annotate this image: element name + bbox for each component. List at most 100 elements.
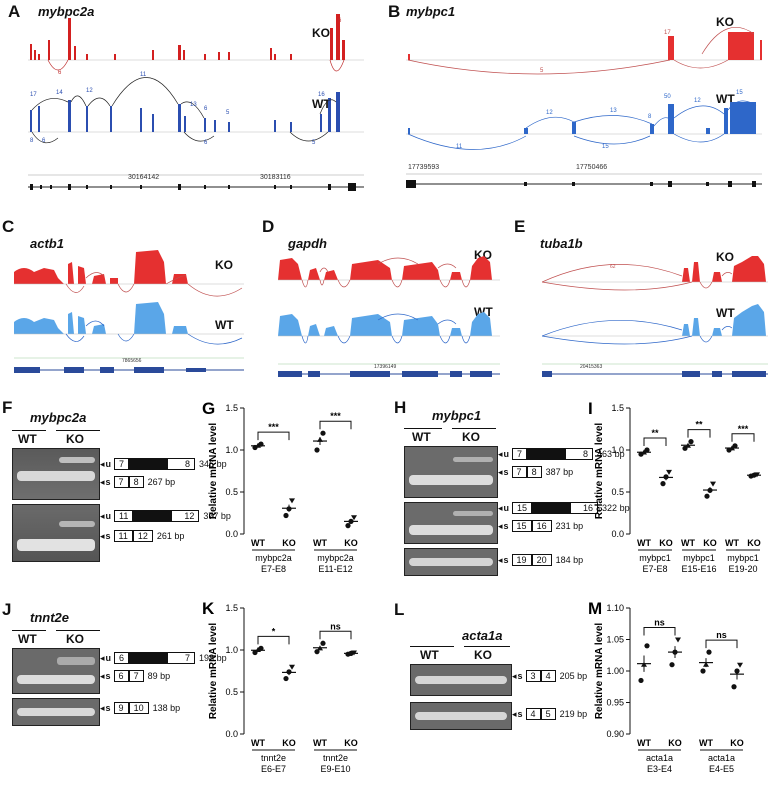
significance-bracket <box>687 429 711 438</box>
band-size: 231 bp <box>555 521 584 531</box>
svg-text:5: 5 <box>226 110 230 116</box>
group-sublabel: E15-E16 <box>681 564 716 574</box>
y-tick-label: 1.0 <box>225 445 238 455</box>
svg-text:6: 6 <box>42 138 46 144</box>
y-tick-label: 1.10 <box>606 603 624 613</box>
wt-lane-j: WT <box>18 632 37 646</box>
significance-label: ns <box>330 621 341 631</box>
data-point <box>289 664 295 670</box>
svg-text:8: 8 <box>648 114 652 120</box>
svg-text:6: 6 <box>338 18 342 24</box>
data-point <box>732 443 738 449</box>
x-tick-label: KO <box>344 738 358 748</box>
exon-box: 5 <box>540 708 556 720</box>
gene-name-c: actb1 <box>30 236 64 251</box>
data-point <box>283 512 289 519</box>
panel-label-j: J <box>2 600 12 619</box>
sashimi-plot-b: 5 17 12 13 8 50 12 15 11 15 17739593 17750466 <box>406 26 762 188</box>
panel-label-f: F <box>2 398 13 417</box>
data-point <box>703 661 709 667</box>
svg-text:11: 11 <box>140 72 147 78</box>
group-label: mybpc1 <box>727 553 759 563</box>
data-point <box>660 481 666 487</box>
data-point <box>258 645 264 651</box>
band-arrow-icon: ◂ <box>100 652 105 663</box>
wt-label-c: WT <box>215 318 234 332</box>
band-type: s <box>105 477 111 487</box>
band-type: s <box>503 555 509 565</box>
group-label: mybpc2a <box>317 553 354 563</box>
y-tick-label: 0.0 <box>225 529 238 539</box>
panel-label-l: L <box>394 600 405 619</box>
band-arrow-icon: ◂ <box>100 458 105 469</box>
data-point <box>289 498 295 504</box>
y-axis-label: Relative mRNA level <box>594 423 605 520</box>
gel-image-h2 <box>404 502 498 544</box>
y-tick-label: 1.0 <box>611 445 624 455</box>
data-point <box>669 662 675 668</box>
band-size: 377 bp <box>203 511 231 521</box>
data-point <box>672 649 678 655</box>
significance-label: ns <box>716 630 727 640</box>
x-tick-label: KO <box>282 538 296 548</box>
coord-b2: 17750466 <box>576 164 607 171</box>
gene-name-b: mybpc1 <box>406 4 456 19</box>
ko-lane-f: KO <box>66 432 84 446</box>
exon-box: 8 <box>526 466 542 478</box>
panel-label-k: K <box>202 599 215 618</box>
significance-label: ** <box>695 420 703 430</box>
band-s-3-4: ◂ s 3 4 205 bp <box>512 670 587 682</box>
exon-box: 8 <box>167 458 196 470</box>
exon-box: 12 <box>132 530 153 542</box>
wt-lane-l: WT <box>420 648 439 662</box>
significance-bracket <box>643 437 667 446</box>
x-tick-label: WT <box>637 738 651 748</box>
band-s-15-16: ◂ s 15 16 231 bp <box>498 520 583 532</box>
svg-text:15: 15 <box>736 90 743 96</box>
sashimi-plot-e: 62 20415363 <box>542 256 768 377</box>
exon-box: 7 <box>113 476 129 488</box>
group-label: mybpc1 <box>683 553 715 563</box>
exon-box: 11 <box>113 530 133 542</box>
band-s-6-7: ◂ s 6 7 89 bp <box>100 670 170 682</box>
exon-box: 20 <box>531 554 552 566</box>
panel-label-c: C <box>2 217 15 236</box>
data-point <box>704 493 710 499</box>
panel-label-m: M <box>588 599 602 618</box>
coord-e: 20415363 <box>580 364 602 370</box>
band-type: s <box>517 671 523 681</box>
panel-label-h: H <box>394 398 407 417</box>
exon-box: 15 <box>511 520 532 532</box>
chart-g: G Relative mRNA level 0.0 0.5 1.0 1.5 WT KO *** m… <box>202 399 358 574</box>
gene-name-l: acta1a <box>462 628 503 643</box>
group-sublabel: E19-20 <box>728 564 757 574</box>
gel-image-j1 <box>12 648 100 694</box>
svg-text:13: 13 <box>190 102 197 108</box>
data-point <box>286 669 292 675</box>
data-point <box>317 645 323 651</box>
data-point <box>283 675 289 682</box>
band-size: 261 bp <box>156 531 185 541</box>
y-tick-label: 0.5 <box>611 487 624 497</box>
data-point <box>710 481 716 487</box>
data-point <box>255 647 261 652</box>
exon-box: 8 <box>128 476 144 488</box>
significance-bracket <box>731 433 755 442</box>
svg-text:11: 11 <box>456 144 463 150</box>
significance-bracket <box>643 627 676 636</box>
band-s-19-20: ◂ s 19 20 184 bp <box>498 554 583 566</box>
intron-block <box>129 652 168 664</box>
band-s-11-12: ◂ s 11 12 261 bp <box>100 530 184 542</box>
ko-lane-j: KO <box>66 632 84 646</box>
group-sublabel: E11-E12 <box>318 564 352 574</box>
gel-image-h3 <box>404 548 498 576</box>
band-size: 219 bp <box>559 709 588 719</box>
exon-box: 7 <box>512 448 528 460</box>
x-tick-label: WT <box>251 738 265 748</box>
coord-d: 17396149 <box>374 364 396 370</box>
exon-box: 11 <box>114 510 134 522</box>
group-sublabel: E7-E8 <box>261 564 286 574</box>
data-point <box>666 469 672 475</box>
data-point <box>641 661 647 667</box>
band-u-7-8: ◂ u 7 8 463 bp <box>498 448 625 460</box>
